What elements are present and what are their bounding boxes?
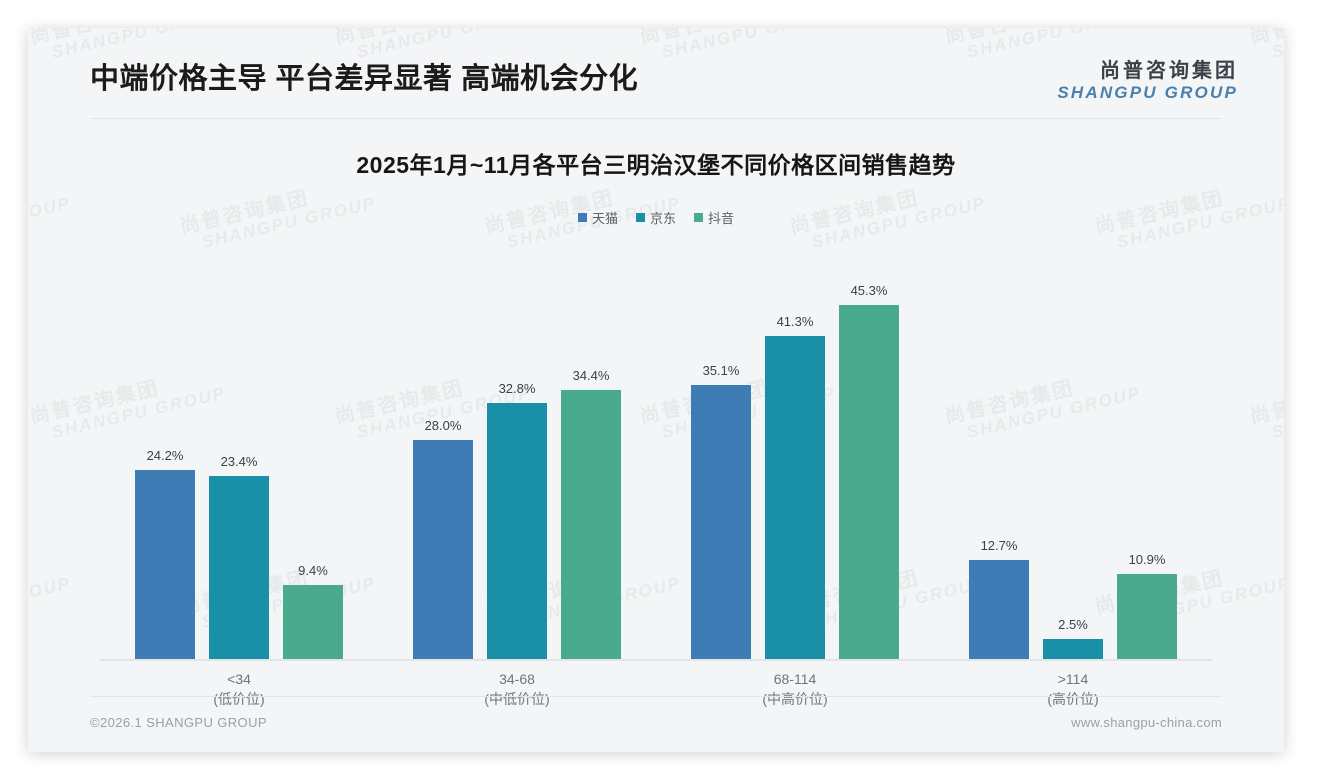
bar-value-label: 32.8% bbox=[498, 381, 536, 396]
bar-item[interactable]: 45.3% bbox=[839, 236, 899, 659]
x-axis-label-tier: (低价位) bbox=[213, 691, 265, 708]
bar-value-label: 10.9% bbox=[1128, 552, 1166, 567]
x-axis-label-2: 34-68 (中低价位) bbox=[378, 669, 656, 710]
bar-item[interactable]: 24.2% bbox=[135, 236, 195, 659]
chart-plot-area: 24.2% 23.4% 9.4% 28.0% 32.8% 34.4% 35.1% 41.3% 4… bbox=[100, 236, 1212, 661]
bar-rect[interactable] bbox=[969, 560, 1029, 659]
bar-group-3: 35.1% 41.3% 45.3% bbox=[656, 236, 934, 659]
x-axis-label-1: <34 (低价位) bbox=[100, 669, 378, 710]
legend-item-1[interactable]: 天猫 bbox=[577, 208, 618, 227]
bar-value-label: 12.7% bbox=[980, 538, 1018, 553]
bar-rect[interactable] bbox=[765, 336, 825, 659]
footer-website: www.shangpu-china.com bbox=[1071, 715, 1222, 730]
legend-label: 天猫 bbox=[591, 211, 618, 226]
bar-value-label: 9.4% bbox=[298, 563, 328, 578]
bar-value-label: 24.2% bbox=[146, 448, 184, 463]
x-axis-label-tier: (中高价位) bbox=[762, 691, 828, 708]
chart-container: 2025年1月~11月各平台三明治汉堡不同价格区间销售趋势 天猫 京东 抖音 24.… bbox=[28, 118, 1284, 707]
legend-label: 抖音 bbox=[708, 211, 735, 226]
bar-value-label: 45.3% bbox=[850, 283, 888, 298]
legend-item-2[interactable]: 京东 bbox=[635, 208, 676, 227]
bar-value-label: 35.1% bbox=[702, 363, 740, 378]
legend-label: 京东 bbox=[649, 211, 676, 226]
chart-legend: 天猫 京东 抖音 bbox=[28, 208, 1284, 227]
bar-item[interactable]: 28.0% bbox=[413, 236, 473, 659]
footer-divider bbox=[90, 696, 1222, 697]
bar-groups: 24.2% 23.4% 9.4% 28.0% 32.8% 34.4% 35.1% 41.3% 4… bbox=[100, 236, 1212, 659]
bar-rect[interactable] bbox=[1043, 639, 1103, 659]
bar-rect[interactable] bbox=[283, 585, 343, 659]
legend-swatch-icon bbox=[577, 213, 587, 222]
bar-group-2: 28.0% 32.8% 34.4% bbox=[378, 236, 656, 659]
x-axis-labels: <34 (低价位) 34-68 (中低价位) 68-114 (中高价位) >114 (高价位) bbox=[100, 669, 1212, 710]
bar-group-1: 24.2% 23.4% 9.4% bbox=[100, 236, 378, 659]
bar-value-label: 23.4% bbox=[220, 454, 258, 469]
legend-item-3[interactable]: 抖音 bbox=[694, 208, 734, 227]
bar-item[interactable]: 10.9% bbox=[1117, 236, 1177, 659]
x-axis-label-range: 34-68 bbox=[499, 671, 535, 687]
header-divider bbox=[90, 118, 1222, 119]
brand-logo: 尚普咨询集团 SHANGPU GROUP bbox=[1057, 60, 1238, 103]
slide-footer: ©2026.1 SHANGPU GROUP www.shangpu-china.… bbox=[28, 696, 1284, 752]
x-axis-line bbox=[100, 659, 1212, 661]
footer-copyright: ©2026.1 SHANGPU GROUP bbox=[90, 715, 267, 730]
bar-value-label: 2.5% bbox=[1058, 617, 1088, 632]
bar-rect[interactable] bbox=[691, 385, 751, 659]
x-axis-label-tier: (中低价位) bbox=[484, 691, 550, 708]
bar-group-4: 12.7% 2.5% 10.9% bbox=[934, 236, 1212, 659]
legend-swatch-icon bbox=[694, 213, 703, 222]
bar-value-label: 28.0% bbox=[424, 418, 462, 433]
bar-rect[interactable] bbox=[487, 403, 547, 659]
bar-rect[interactable] bbox=[209, 476, 269, 659]
bar-rect[interactable] bbox=[413, 440, 473, 659]
bar-rect[interactable] bbox=[135, 470, 195, 659]
x-axis-label-range: >114 bbox=[1057, 671, 1089, 687]
bar-item[interactable]: 35.1% bbox=[691, 236, 751, 659]
logo-chinese-text: 尚普咨询集团 bbox=[1100, 60, 1238, 82]
bar-value-label: 41.3% bbox=[776, 314, 814, 329]
x-axis-label-4: >114 (高价位) bbox=[934, 669, 1212, 710]
logo-english-text: SHANGPU GROUP bbox=[1057, 83, 1238, 102]
bar-item[interactable]: 9.4% bbox=[283, 236, 343, 659]
x-axis-label-range: 68-114 bbox=[773, 671, 817, 687]
bar-item[interactable]: 12.7% bbox=[969, 236, 1029, 659]
bar-item[interactable]: 23.4% bbox=[209, 236, 269, 659]
legend-swatch-icon bbox=[635, 213, 645, 222]
x-axis-label-3: 68-114 (中高价位) bbox=[656, 669, 934, 710]
bar-rect[interactable] bbox=[839, 305, 899, 659]
bar-rect[interactable] bbox=[561, 390, 621, 659]
bar-item[interactable]: 34.4% bbox=[561, 236, 621, 659]
bar-item[interactable]: 41.3% bbox=[765, 236, 825, 659]
bar-value-label: 34.4% bbox=[572, 368, 610, 383]
x-axis-label-tier: (高价位) bbox=[1047, 691, 1099, 708]
bar-item[interactable]: 2.5% bbox=[1043, 236, 1103, 659]
chart-title: 2025年1月~11月各平台三明治汉堡不同价格区间销售趋势 bbox=[356, 152, 956, 178]
bar-rect[interactable] bbox=[1117, 574, 1177, 659]
x-axis-label-range: <34 bbox=[227, 671, 251, 687]
page-title: 中端价格主导 平台差异显著 高端机会分化 bbox=[90, 63, 639, 95]
slide-header: 中端价格主导 平台差异显著 高端机会分化 尚普咨询集团 SHANGPU GROU… bbox=[28, 28, 1284, 119]
bar-item[interactable]: 32.8% bbox=[487, 236, 547, 659]
